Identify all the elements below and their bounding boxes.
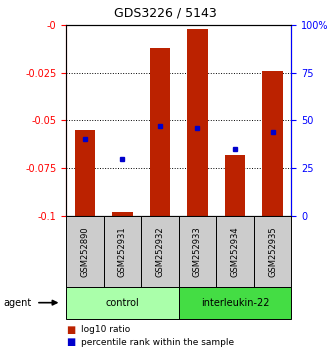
Bar (104, 216, 141, 287)
Text: GDS3226 / 5143: GDS3226 / 5143 (114, 6, 217, 19)
Text: GSM252890: GSM252890 (80, 226, 89, 277)
Text: log10 ratio: log10 ratio (81, 325, 130, 334)
Text: agent: agent (3, 298, 31, 308)
Text: interleukin-22: interleukin-22 (201, 298, 269, 308)
Bar (150, 48, 170, 216)
Text: GSM252934: GSM252934 (230, 226, 240, 277)
Bar (187, 29, 208, 216)
Bar (254, 216, 291, 287)
Bar (179, 287, 291, 319)
Bar (179, 216, 216, 287)
Bar (112, 212, 133, 216)
Bar (216, 216, 254, 287)
Text: percentile rank within the sample: percentile rank within the sample (81, 338, 234, 347)
Text: GSM252933: GSM252933 (193, 226, 202, 277)
Text: GSM252931: GSM252931 (118, 226, 127, 277)
Bar (141, 216, 179, 287)
Text: ■: ■ (66, 325, 75, 335)
Text: control: control (106, 298, 139, 308)
Text: GSM252932: GSM252932 (156, 226, 165, 277)
Text: GSM252935: GSM252935 (268, 226, 277, 277)
Text: ■: ■ (66, 337, 75, 348)
Bar (262, 71, 283, 216)
Bar (66, 287, 179, 319)
Bar (75, 130, 95, 216)
Bar (225, 155, 245, 216)
Bar (66, 216, 104, 287)
